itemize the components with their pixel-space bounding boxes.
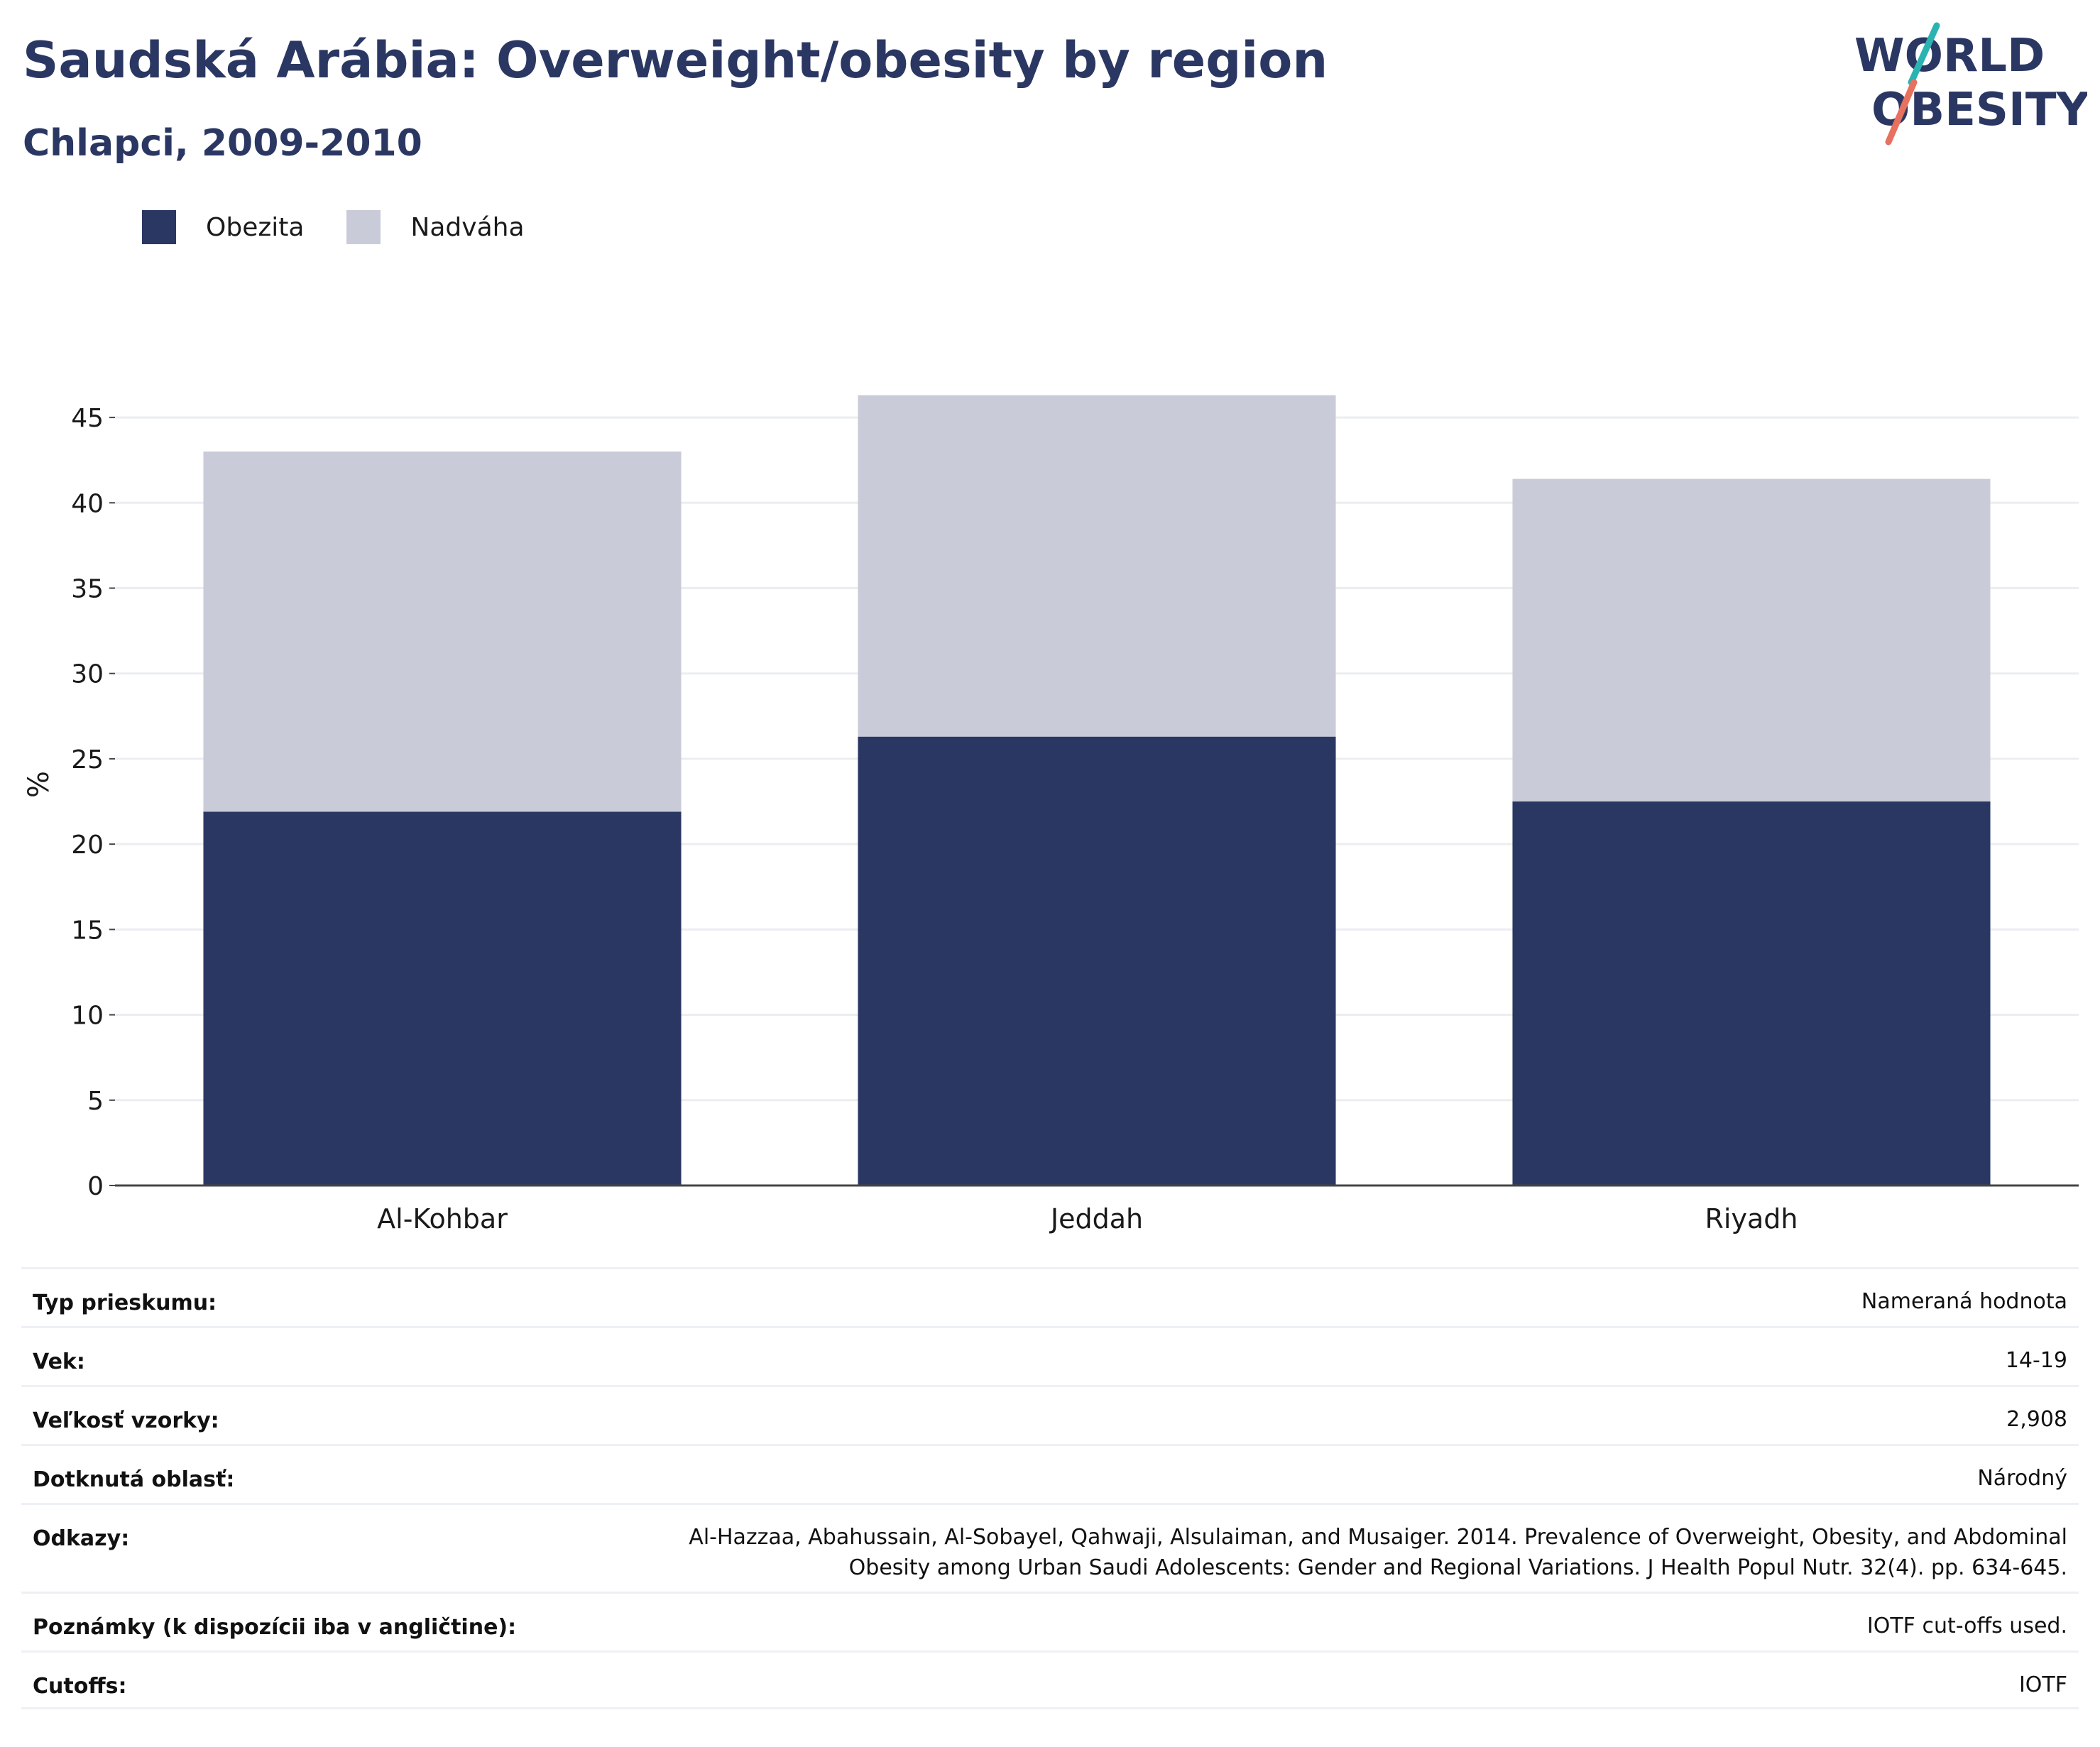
info-row: Vek: 14-19 <box>21 1326 2079 1385</box>
legend: Obezita Nadváha <box>142 210 567 244</box>
y-tick-label: 0 <box>87 1172 104 1201</box>
info-row: Veľkosť vzorky: 2,908 <box>21 1385 2079 1444</box>
x-tick-label: Jeddah <box>1049 1203 1143 1234</box>
bar-obesity-jeddah <box>858 736 1336 1185</box>
info-table: Typ prieskumu: Nameraná hodnota Vek: 14-19 V… <box>21 1267 2079 1709</box>
world-obesity-logo: WORLD OBESITY <box>1854 22 2087 146</box>
info-value: IOTF cut-offs used. <box>1866 1614 2067 1638</box>
y-tick-label: 40 <box>71 489 104 518</box>
info-row: Poznámky (k dispozícii iba v angličtine)… <box>21 1592 2079 1650</box>
info-label: Typ prieskumu: <box>33 1291 217 1315</box>
y-tick-label: 20 <box>71 831 104 860</box>
bar-obesity-riyadh <box>1512 801 1991 1185</box>
info-value: 2,908 <box>2006 1407 2067 1432</box>
y-tick-label: 10 <box>71 1002 104 1031</box>
info-label: Vek: <box>33 1349 85 1374</box>
y-tick-label: 5 <box>87 1087 104 1116</box>
bar-overweight-riyadh <box>1512 478 1991 802</box>
x-tick-label: Riyadh <box>1705 1203 1798 1234</box>
info-label: Dotknutá oblasť: <box>33 1467 235 1492</box>
info-value: 14-19 <box>2005 1348 2067 1373</box>
legend-label-obesity: Obezita <box>206 212 305 242</box>
chart-title: Saudská Arábia: Overweight/obesity by re… <box>23 31 1328 89</box>
x-tick-label: Al-Kohbar <box>377 1203 508 1234</box>
logo-slash-teal <box>1908 22 1940 86</box>
legend-label-overweight: Nadváha <box>410 212 525 242</box>
info-value: Národný <box>1977 1466 2067 1491</box>
y-tick-label: 45 <box>71 404 104 433</box>
stacked-bar-chart: 0 5 10 15 20 25 30 35 40 45% Al-Kohbar Jeddah Riyadh <box>23 395 2079 1234</box>
info-row: Dotknutá oblasť: Národný <box>21 1444 2079 1503</box>
info-value: Al-Hazzaa, Abahussain, Al-Sobayel, Qahwa… <box>689 1525 2067 1580</box>
info-label: Veľkosť vzorky: <box>33 1408 219 1433</box>
y-axis-label: % <box>23 771 55 798</box>
y-tick-label: 25 <box>71 745 104 774</box>
info-label: Odkazy: <box>33 1526 130 1551</box>
logo-word-world: WORLD <box>1854 30 2045 82</box>
bar-overweight-jeddah <box>858 395 1336 737</box>
legend-swatch-obesity <box>142 210 176 244</box>
info-label: Poznámky (k dispozícii iba v angličtine)… <box>33 1615 517 1640</box>
info-label: Cutoffs: <box>33 1674 127 1699</box>
bar-obesity-al-kohbar <box>203 811 682 1185</box>
info-row: Odkazy: Al-Hazzaa, Abahussain, Al-Sobayel… <box>21 1503 2079 1592</box>
legend-item-obesity[interactable]: Obezita <box>142 210 304 244</box>
info-value: Nameraná hodnota <box>1861 1289 2067 1314</box>
legend-swatch-overweight <box>346 210 381 244</box>
legend-item-overweight[interactable]: Nadváha <box>346 210 525 244</box>
logo-slash-coral <box>1885 79 1918 146</box>
y-tick-label: 35 <box>71 575 104 604</box>
info-row: Cutoffs: IOTF <box>21 1650 2079 1709</box>
y-tick-label: 30 <box>71 660 104 689</box>
bar-overweight-al-kohbar <box>203 451 682 812</box>
y-tick-label: 15 <box>71 916 104 945</box>
chart-subtitle: Chlapci, 2009-2010 <box>23 122 422 165</box>
info-row: Typ prieskumu: Nameraná hodnota <box>21 1267 2079 1326</box>
info-value: IOTF <box>2018 1672 2067 1697</box>
